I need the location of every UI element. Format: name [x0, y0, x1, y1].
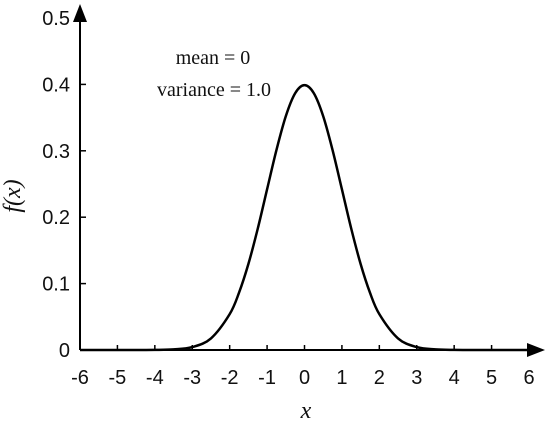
x-tick-label: -6 — [71, 367, 89, 389]
annotation-mean: mean = 0 — [176, 47, 251, 69]
x-axis-title: x — [300, 398, 312, 424]
y-tick-label: 0.1 — [42, 274, 70, 296]
x-tick-label: 0 — [299, 367, 310, 389]
axes-layer — [73, 4, 545, 357]
y-tick-label: 0.2 — [42, 207, 70, 229]
y-axis-arrow-icon — [73, 4, 87, 22]
x-tick-label: 2 — [374, 367, 385, 389]
y-tick-label: 0 — [59, 340, 70, 362]
y-tick-label: 0.5 — [42, 8, 70, 30]
x-tick-label: 4 — [449, 367, 460, 389]
x-tick-label: -2 — [221, 367, 239, 389]
x-tick-label: 5 — [486, 367, 497, 389]
y-tick-label: 0.3 — [42, 141, 70, 163]
series-line — [80, 83, 529, 352]
x-tick-label: -3 — [183, 367, 201, 389]
x-tick-label: -4 — [146, 367, 164, 389]
x-tick-label: -1 — [258, 367, 276, 389]
y-tick-label: 0.4 — [42, 74, 70, 96]
tick-labels-layer: -6 -5 -4 -3 -2 -1 0 1 2 3 4 5 6 0 0.1 0.2 0.3 0.4 0.5 — [42, 8, 534, 389]
x-tick-label: 6 — [523, 367, 534, 389]
x-axis-arrow-icon — [527, 343, 545, 357]
x-tick-label: -5 — [109, 367, 127, 389]
x-tick-label: 1 — [336, 367, 347, 389]
annotation-variance: variance = 1.0 — [157, 79, 271, 101]
x-tick-label: 3 — [411, 367, 422, 389]
y-axis-title: f(x) — [0, 179, 26, 212]
ticks-layer — [79, 83, 530, 350]
